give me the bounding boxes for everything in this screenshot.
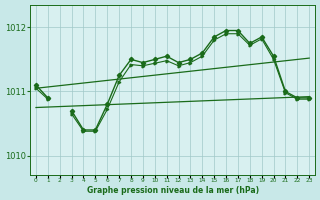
X-axis label: Graphe pression niveau de la mer (hPa): Graphe pression niveau de la mer (hPa) bbox=[86, 186, 259, 195]
